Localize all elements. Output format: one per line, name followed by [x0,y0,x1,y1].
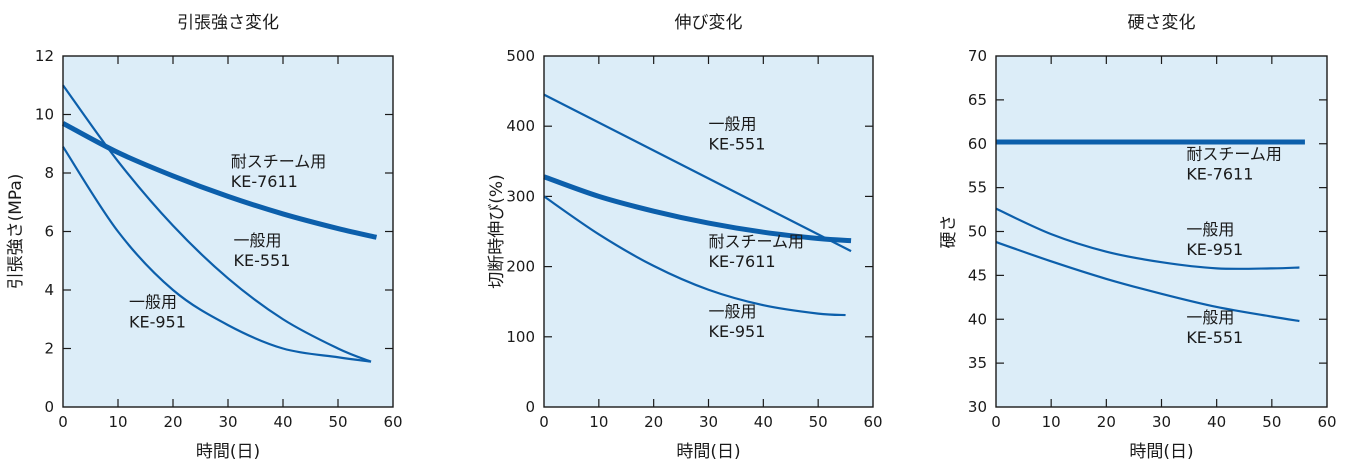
series-annotation-line: 耐スチーム用 [709,232,805,251]
x-tick-label: 20 [163,413,182,431]
y-tick-label: 100 [506,328,535,346]
series-annotation-line: 一般用 [1186,220,1234,239]
series-line-3 [995,240,1300,323]
x-tick-label: 40 [273,413,292,431]
series-line-2 [543,93,852,253]
series-annotation-line: KE-551 [709,135,766,154]
x-tick-label: 30 [1152,413,1171,431]
x-tick-label: 50 [328,413,347,431]
y-tick-label: 8 [44,164,54,182]
x-tick-label: 0 [539,413,549,431]
x-tick-label: 30 [218,413,237,431]
y-tick-label: 10 [35,106,54,124]
series-annotation-line: 一般用 [1186,308,1234,327]
chart-title: 引張強さ変化 [177,13,279,33]
chart-title: 伸び変化 [675,13,743,33]
x-tick-label: 40 [1207,413,1226,431]
y-tick-label: 4 [44,281,54,299]
x-tick-label: 20 [644,413,663,431]
y-tick-label: 0 [44,398,54,416]
series-annotation-line: 一般用 [709,302,757,321]
chart-title: 硬さ変化 [1128,13,1196,33]
y-tick-label: 60 [968,135,987,153]
y-tick-label: 400 [506,117,535,135]
y-axis-title: 硬さ [939,215,959,249]
series-annotation-line: KE-951 [129,313,186,332]
y-tick-label: 45 [968,266,987,284]
plot-frame [62,55,394,408]
y-tick-label: 35 [968,354,987,372]
plot-frame [543,55,874,408]
y-tick-label: 30 [968,398,987,416]
series-line-3 [543,195,846,317]
series-annotation-line: KE-7611 [231,172,298,191]
x-tick-label: 10 [589,413,608,431]
y-tick-label: 55 [968,179,987,197]
x-tick-label: 30 [699,413,718,431]
series-annotation-line: 耐スチーム用 [1186,145,1282,164]
series-line-3 [62,146,372,363]
x-tick-label: 40 [754,413,773,431]
y-tick-label: 2 [44,340,54,358]
x-tick-label: 60 [383,413,402,431]
y-tick-label: 12 [35,47,54,65]
series-annotation-line: 一般用 [234,231,282,250]
chart-2: 0 10 20 30 40 50 600100200300400500一般用KE-551耐ス… [487,13,883,462]
y-tick-label: 300 [506,187,535,205]
series-line-1 [543,174,852,244]
x-tick-label: 10 [108,413,127,431]
series-line-2 [62,84,372,363]
plot-frame [995,55,1328,408]
x-axis-title: 時間(日) [1129,442,1193,462]
y-tick-label: 200 [506,258,535,276]
x-tick-label: 50 [1262,413,1281,431]
series-annotation-line: KE-951 [709,322,766,341]
y-axis-title: 切断時伸び(%) [487,174,507,288]
y-tick-label: 70 [968,47,987,65]
y-tick-label: 50 [968,223,987,241]
y-tick-label: 500 [506,47,535,65]
x-axis-title: 時間(日) [676,442,740,462]
y-tick-label: 65 [968,91,987,109]
series-annotation-line: KE-951 [1186,240,1243,259]
series-line-1 [61,121,378,240]
x-tick-label: 60 [1317,413,1336,431]
plot-area [996,56,1327,407]
x-tick-label: 0 [991,413,1001,431]
y-tick-label: 6 [44,223,54,241]
x-tick-label: 10 [1042,413,1061,431]
y-tick-label: 0 [525,398,535,416]
series-line-2 [995,207,1300,270]
series-annotation-line: KE-551 [1186,328,1243,347]
series-annotation-line: KE-7611 [1186,165,1253,184]
chart-3: 0 10 20 30 40 50 60303540455055606570耐スチーム用KE-… [939,13,1337,462]
x-tick-label: 0 [58,413,68,431]
series-annotation-line: 一般用 [129,293,177,312]
series-annotation-line: 耐スチーム用 [231,152,327,171]
x-tick-label: 50 [809,413,828,431]
y-axis-title: 引張強さ(MPa) [6,174,26,290]
chart-1: 0 10 20 30 40 50 60024681012耐スチーム用KE-7611一般用KE… [6,13,403,462]
series-annotation-line: 一般用 [709,115,757,134]
x-axis-title: 時間(日) [196,442,260,462]
series-annotation-line: KE-7611 [709,252,776,271]
x-tick-label: 60 [863,413,882,431]
x-tick-label: 20 [1097,413,1116,431]
y-tick-label: 40 [968,310,987,328]
plot-area [544,56,873,407]
series-annotation-line: KE-551 [234,251,291,270]
